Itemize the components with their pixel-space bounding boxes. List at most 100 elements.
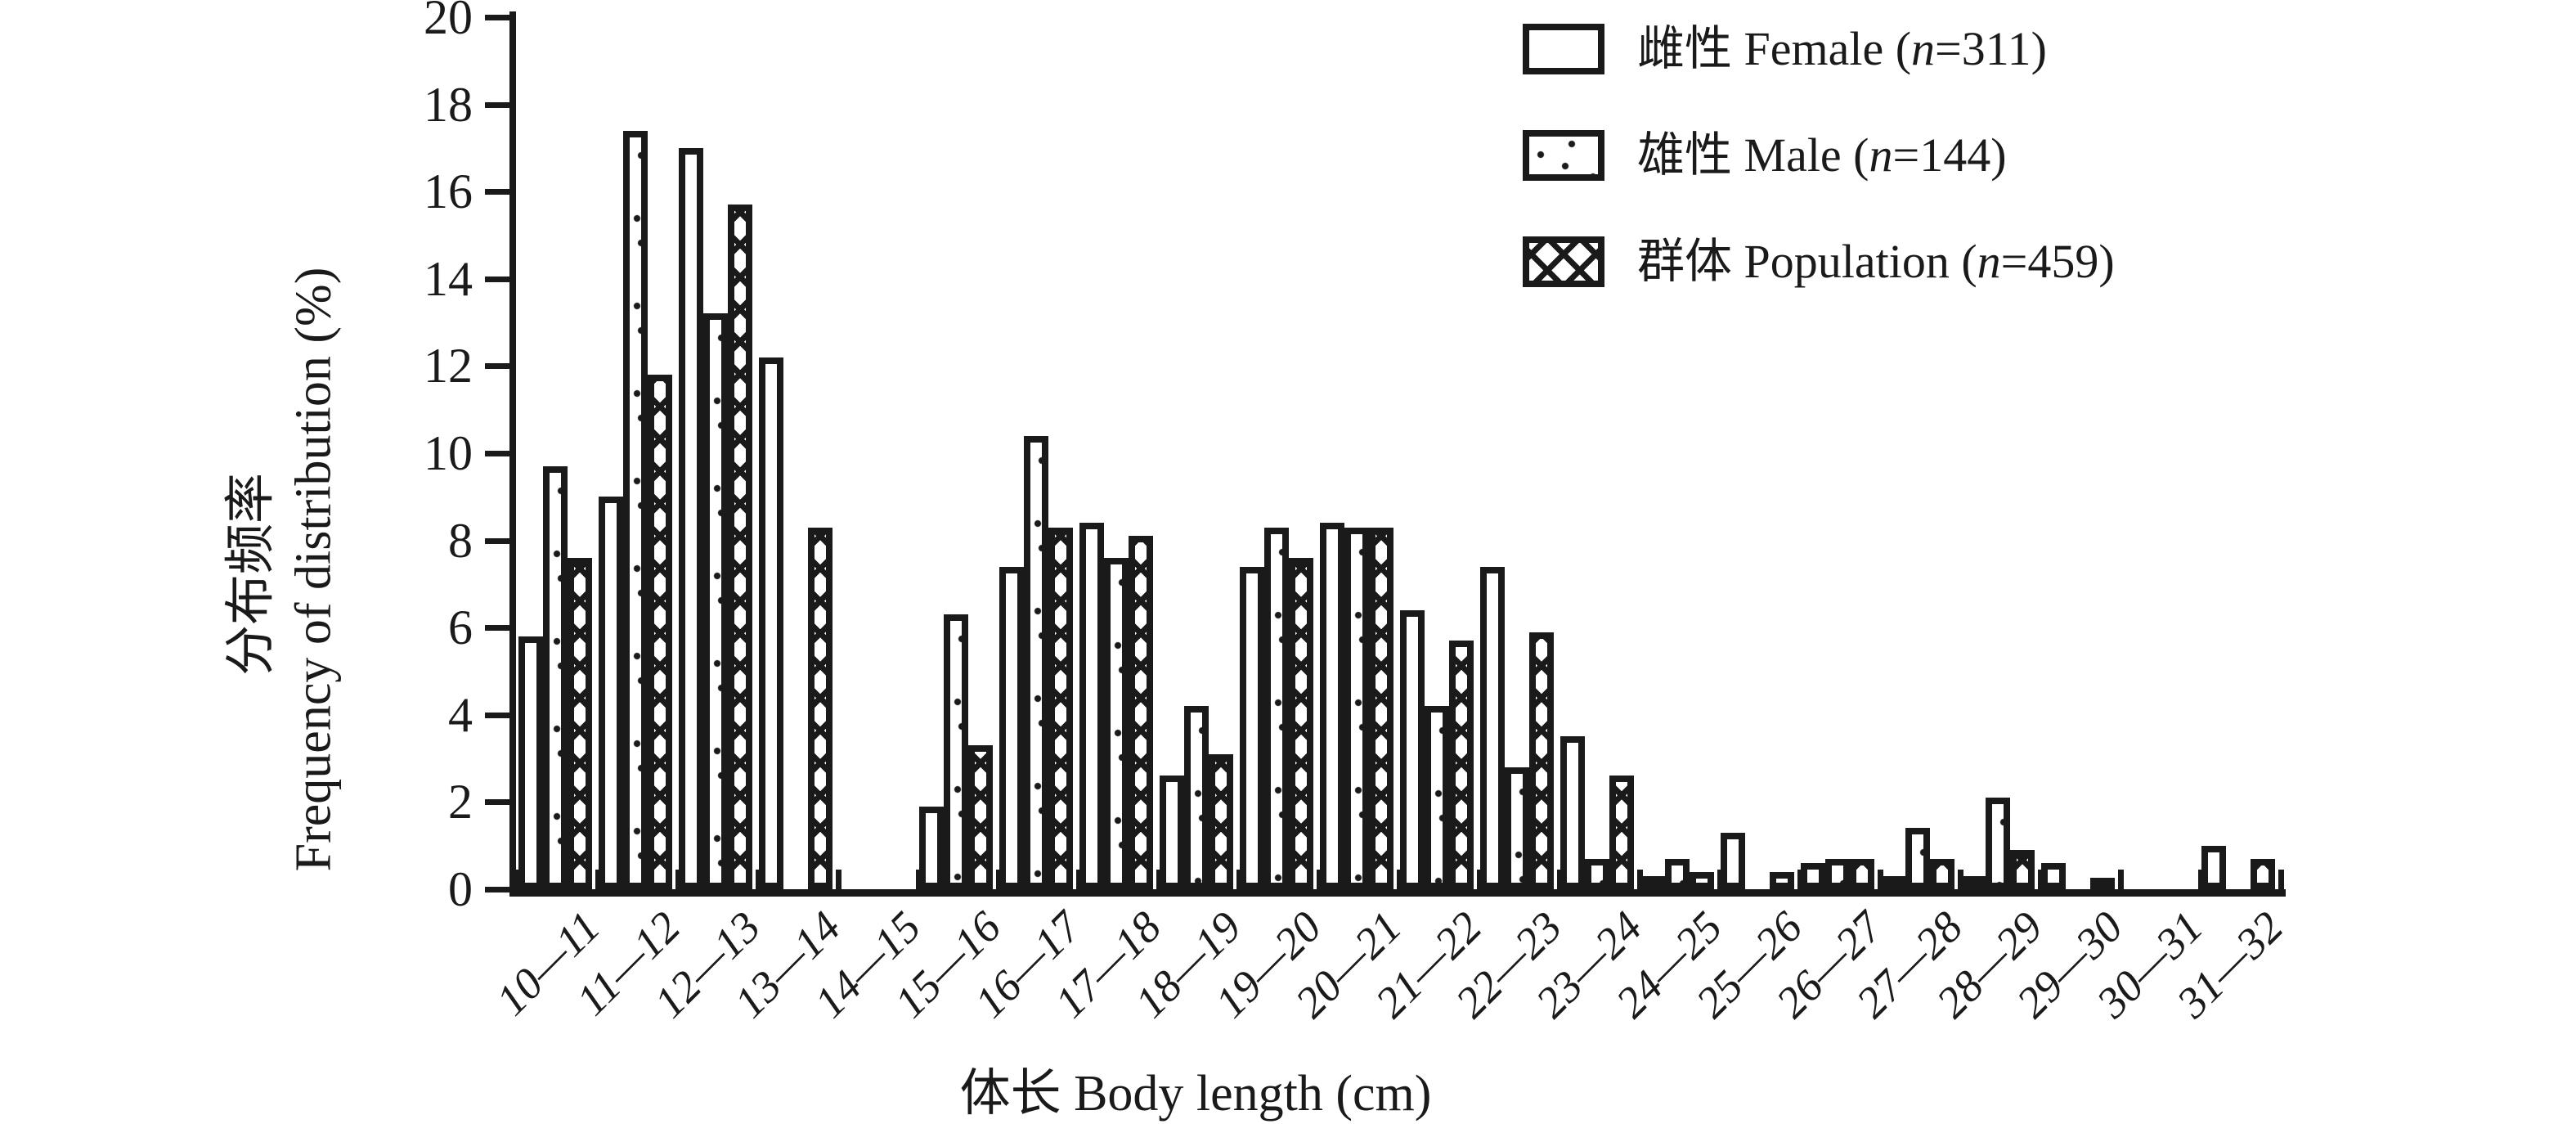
- y-tick: [485, 887, 509, 892]
- bar-population-13—14: [808, 528, 832, 889]
- bar-female-31—32: [2201, 846, 2226, 889]
- bar-population-20—21: [1369, 528, 1393, 889]
- legend-label: 雄性 Male (n=144): [1637, 128, 2007, 182]
- bar-female-16—17: [999, 567, 1024, 889]
- bar-male-17—18: [1104, 558, 1129, 889]
- bar-female-11—12: [599, 497, 623, 889]
- bar-male-28—29: [1986, 798, 2010, 889]
- bar-female-18—19: [1160, 776, 1184, 889]
- x-tick: [595, 870, 601, 889]
- legend-item-male: 雄性 Male (n=144): [1523, 129, 2115, 182]
- bar-male-16—17: [1024, 436, 1048, 889]
- x-tick: [1236, 870, 1242, 889]
- bar-male-23—24: [1585, 859, 1609, 889]
- legend-item-population: 群体 Population (n=459): [1523, 236, 2115, 288]
- x-tick: [1076, 870, 1082, 889]
- x-tick: [675, 870, 681, 889]
- legend-label: 群体 Population (n=459): [1637, 235, 2115, 288]
- x-tick: [756, 870, 761, 889]
- bar-female-29—30: [2041, 863, 2066, 889]
- x-tick: [1557, 870, 1563, 889]
- bar-population-10—11: [568, 558, 592, 889]
- bar-female-25—26: [1721, 833, 1745, 889]
- bar-female-20—21: [1320, 523, 1344, 889]
- y-tick: [485, 537, 509, 544]
- y-tick-label: 10: [424, 426, 473, 480]
- x-tick: [2118, 870, 2124, 889]
- x-tick: [1878, 870, 1883, 889]
- bar-male-21—22: [1425, 706, 1449, 889]
- bar-male-20—21: [1344, 528, 1369, 889]
- bar-female-21—22: [1400, 610, 1425, 889]
- y-tick: [485, 15, 509, 20]
- y-tick-label: 0: [448, 862, 473, 916]
- x-axis-line: [509, 889, 2286, 897]
- y-axis-title-zh: 分布频率: [223, 472, 279, 677]
- x-tick: [2198, 870, 2204, 889]
- legend: 雌性 Female (n=311) 雄性 Male (n=144) 群体 Popul…: [1523, 23, 2115, 288]
- bar-male-12—13: [703, 313, 728, 889]
- bar-population-17—18: [1129, 536, 1153, 889]
- x-tick: [996, 870, 1002, 889]
- x-tick: [2278, 870, 2284, 889]
- x-tick: [515, 870, 521, 889]
- y-tick-label: 16: [424, 164, 473, 219]
- bar-population-11—12: [648, 375, 672, 889]
- y-tick-label: 6: [448, 600, 473, 655]
- bar-population-25—26: [1770, 872, 1794, 889]
- bar-female-15—16: [919, 807, 944, 889]
- x-tick: [1156, 870, 1162, 889]
- bar-male-22—23: [1505, 767, 1529, 889]
- bar-male-27—28: [1905, 828, 1930, 889]
- bar-female-24—25: [1640, 876, 1665, 889]
- y-tick-label: 14: [424, 251, 473, 306]
- bar-female-10—11: [518, 636, 543, 889]
- x-tick: [1797, 870, 1803, 889]
- bar-female-23—24: [1560, 736, 1585, 889]
- y-tick-label: 4: [448, 687, 473, 742]
- bar-female-22—23: [1480, 567, 1505, 889]
- bar-male-26—27: [1825, 859, 1850, 889]
- y-tick-label: 20: [424, 0, 473, 44]
- y-tick: [485, 276, 509, 282]
- x-tick: [1637, 870, 1643, 889]
- bar-female-13—14: [759, 357, 783, 889]
- bar-female-17—18: [1079, 523, 1104, 889]
- bar-population-27—28: [1930, 859, 1954, 889]
- y-tick: [485, 363, 509, 370]
- bar-population-19—20: [1289, 558, 1313, 889]
- x-tick: [836, 870, 841, 889]
- bar-population-28—29: [2010, 850, 2035, 889]
- bar-population-29—30: [2090, 878, 2115, 891]
- y-tick: [485, 712, 509, 718]
- bar-population-26—27: [1850, 859, 1874, 889]
- x-tick: [1317, 870, 1322, 889]
- y-axis-title-en: Frequency of distribution (%): [285, 267, 342, 872]
- bar-population-21—22: [1449, 641, 1474, 889]
- bar-male-11—12: [623, 131, 648, 889]
- bar-population-24—25: [1690, 872, 1714, 889]
- y-tick: [485, 625, 509, 632]
- x-axis-title: 体长 Body length (cm): [959, 1066, 1432, 1122]
- bar-female-19—20: [1240, 567, 1264, 889]
- y-tick-label: 2: [448, 775, 473, 830]
- bar-male-18—19: [1184, 706, 1209, 889]
- x-tick: [2038, 870, 2044, 889]
- bar-population-15—16: [968, 745, 993, 889]
- bar-female-28—29: [1961, 876, 1986, 889]
- bar-male-10—11: [543, 466, 568, 889]
- x-tick: [1397, 870, 1402, 889]
- bar-population-18—19: [1209, 754, 1233, 889]
- bar-female-12—13: [679, 148, 703, 889]
- x-tick: [1717, 870, 1723, 889]
- x-tick: [1477, 870, 1483, 889]
- y-tick: [485, 451, 509, 456]
- x-tick: [1958, 870, 1963, 889]
- y-tick: [485, 189, 509, 196]
- bar-female-26—27: [1801, 863, 1825, 889]
- x-tick: [916, 870, 922, 889]
- bar-male-15—16: [944, 614, 968, 889]
- legend-swatch-population: [1523, 236, 1604, 287]
- legend-label: 雌性 Female (n=311): [1637, 22, 2047, 75]
